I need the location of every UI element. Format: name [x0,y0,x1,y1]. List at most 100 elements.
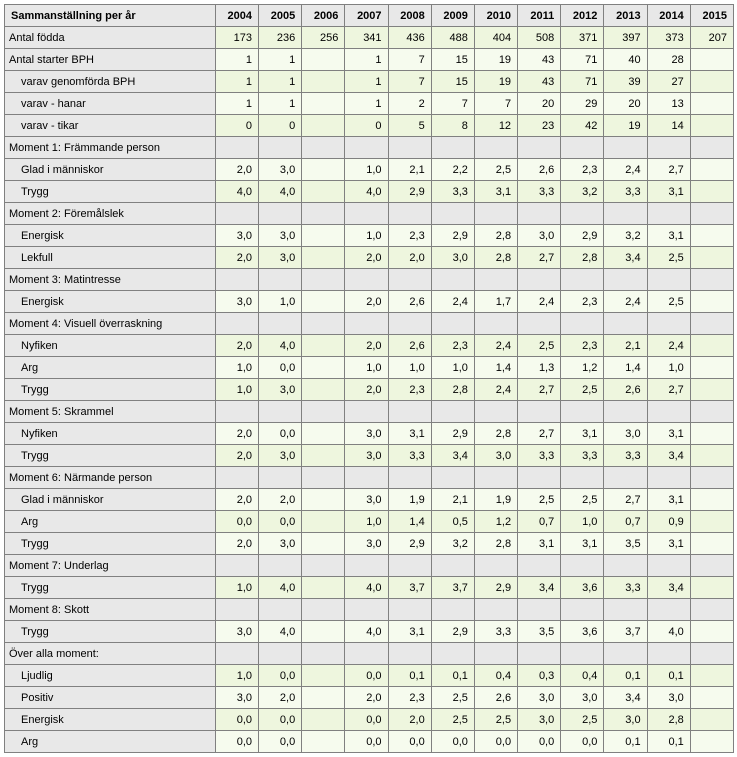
cell: 2,0 [345,291,388,313]
cell: 488 [431,27,474,49]
cell [690,489,733,511]
section-spacer [518,203,561,225]
cell [690,533,733,555]
table-row: Glad i människor2,03,01,02,12,22,52,62,3… [5,159,734,181]
section-spacer [302,643,345,665]
cell: 7 [388,49,431,71]
cell: 1,0 [388,357,431,379]
year-header: 2014 [647,5,690,27]
cell: 28 [647,49,690,71]
cell: 71 [561,71,604,93]
cell: 2,9 [431,225,474,247]
cell [302,687,345,709]
section-spacer [474,313,517,335]
cell: 43 [518,71,561,93]
cell: 3,4 [604,687,647,709]
section-spacer [215,401,258,423]
section-spacer [431,313,474,335]
cell: 3,4 [647,577,690,599]
cell: 3,1 [388,621,431,643]
cell: 2,0 [345,687,388,709]
cell [302,115,345,137]
cell: 2,1 [388,159,431,181]
cell [302,511,345,533]
cell [302,577,345,599]
section-spacer [431,137,474,159]
cell: 2,7 [647,379,690,401]
table-row: Trygg2,03,03,03,33,43,03,33,33,33,4 [5,445,734,467]
cell: 42 [561,115,604,137]
section-spacer [561,203,604,225]
year-header: 2007 [345,5,388,27]
cell: 3,1 [388,423,431,445]
cell: 2,5 [561,709,604,731]
cell: 4,0 [345,181,388,203]
section-spacer [215,643,258,665]
cell: 236 [259,27,302,49]
cell: 2,8 [647,709,690,731]
cell: 1,3 [518,357,561,379]
section-spacer [690,269,733,291]
section-spacer [388,467,431,489]
cell: 2,4 [431,291,474,313]
section-row: Moment 5: Skrammel [5,401,734,423]
cell: 3,0 [604,709,647,731]
cell [302,93,345,115]
section-spacer [431,269,474,291]
section-spacer [259,203,302,225]
cell: 2,4 [518,291,561,313]
section-spacer [604,599,647,621]
section-spacer [690,555,733,577]
cell: 0,7 [518,511,561,533]
section-row: Moment 4: Visuell överraskning [5,313,734,335]
cell [302,181,345,203]
cell: 2,5 [431,709,474,731]
cell: 2,0 [388,247,431,269]
section-spacer [388,599,431,621]
cell: 2,5 [474,709,517,731]
table-row: Energisk3,03,01,02,32,92,83,02,93,23,1 [5,225,734,247]
section-spacer [259,401,302,423]
cell [690,247,733,269]
section-spacer [259,269,302,291]
cell: 2,3 [561,291,604,313]
cell: 371 [561,27,604,49]
cell: 3,4 [518,577,561,599]
cell: 3,0 [259,445,302,467]
section-row: Över alla moment: [5,643,734,665]
cell: 1 [345,93,388,115]
cell: 2,3 [561,335,604,357]
cell: 3,0 [518,225,561,247]
table-row: Trygg1,03,02,02,32,82,42,72,52,62,7 [5,379,734,401]
row-label: Arg [5,731,216,753]
cell: 2,8 [431,379,474,401]
section-spacer [604,401,647,423]
cell: 1,0 [647,357,690,379]
cell: 20 [518,93,561,115]
year-header: 2008 [388,5,431,27]
cell [690,687,733,709]
cell [690,93,733,115]
table-row: varav - tikar000581223421914 [5,115,734,137]
cell: 1,4 [474,357,517,379]
cell: 0,7 [604,511,647,533]
section-spacer [690,643,733,665]
cell [302,159,345,181]
cell: 12 [474,115,517,137]
cell: 0,9 [647,511,690,533]
section-spacer [302,269,345,291]
cell [302,621,345,643]
cell: 2,8 [474,423,517,445]
table-row: Energisk3,01,02,02,62,41,72,42,32,42,5 [5,291,734,313]
row-label: varav genomförda BPH [5,71,216,93]
cell: 3,1 [647,489,690,511]
table-row: Lekfull2,03,02,02,03,02,82,72,83,42,5 [5,247,734,269]
row-label: Nyfiken [5,335,216,357]
cell: 4,0 [215,181,258,203]
cell: 1,2 [561,357,604,379]
cell: 2,6 [388,291,431,313]
cell: 3,3 [518,445,561,467]
cell: 5 [388,115,431,137]
section-spacer [604,555,647,577]
cell: 43 [518,49,561,71]
